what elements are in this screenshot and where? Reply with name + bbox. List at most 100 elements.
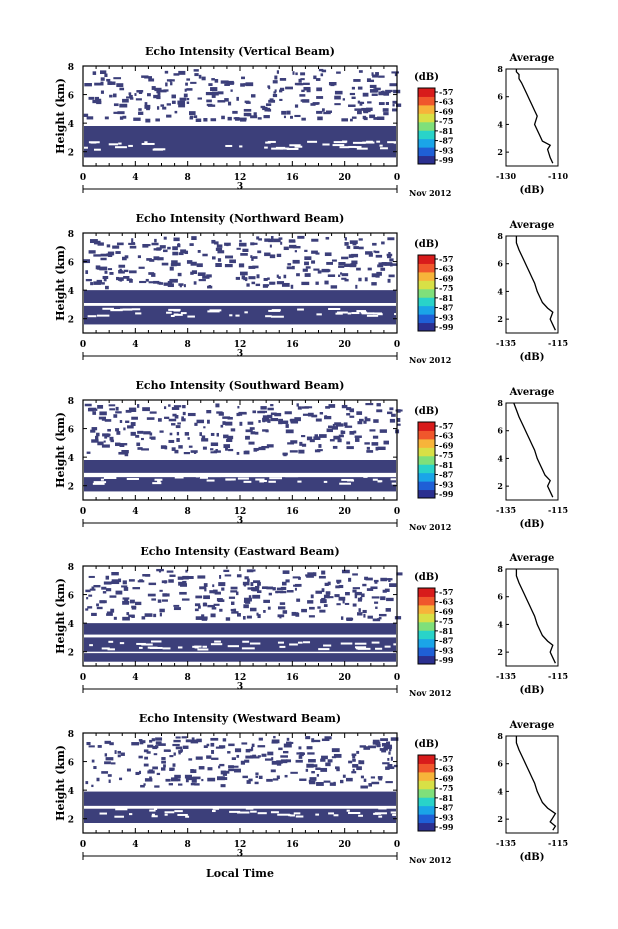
colorbar-segment bbox=[418, 647, 435, 657]
echo-cell bbox=[146, 751, 151, 754]
echo-cell bbox=[373, 117, 378, 120]
echo-cell bbox=[204, 587, 207, 592]
echo-cell bbox=[227, 435, 234, 440]
echo-cell bbox=[254, 585, 260, 589]
echo-cell bbox=[341, 404, 348, 409]
echo-cell bbox=[266, 444, 274, 448]
echo-cell bbox=[123, 427, 126, 431]
echo-cell bbox=[174, 110, 178, 114]
echo-cell bbox=[270, 404, 274, 407]
date-label: 3 bbox=[237, 682, 243, 692]
echo-cell bbox=[206, 409, 212, 414]
echo-cell bbox=[173, 752, 176, 756]
echo-cell bbox=[236, 96, 239, 101]
band-gap bbox=[295, 815, 304, 818]
echo-cell bbox=[243, 604, 249, 609]
echo-cell bbox=[363, 746, 371, 750]
echo-cell bbox=[350, 263, 357, 267]
echo-cell bbox=[176, 431, 180, 436]
echo-cell bbox=[219, 608, 223, 612]
echo-cell bbox=[345, 591, 350, 596]
echo-cell bbox=[386, 741, 391, 746]
echo-cell bbox=[101, 416, 106, 421]
band-gap bbox=[87, 315, 97, 318]
echo-cell bbox=[394, 72, 398, 77]
echo-cell bbox=[230, 89, 233, 92]
echo-cell bbox=[95, 435, 99, 440]
echo-cell bbox=[253, 112, 257, 117]
echo-cell bbox=[381, 749, 387, 753]
echo-cell bbox=[357, 597, 363, 602]
echo-cell bbox=[318, 68, 324, 72]
echo-cell bbox=[157, 257, 164, 261]
echo-cell bbox=[189, 111, 196, 116]
echo-cell bbox=[304, 256, 312, 261]
colorbar-segment bbox=[418, 588, 435, 597]
band-gap bbox=[371, 641, 380, 644]
echo-cell bbox=[115, 442, 121, 447]
echo-cell bbox=[294, 261, 300, 264]
band-gap bbox=[340, 642, 353, 645]
echo-cell bbox=[298, 449, 305, 454]
echo-cell bbox=[245, 435, 250, 440]
average-y-tick-label: 8 bbox=[497, 398, 503, 408]
echo-cell bbox=[270, 769, 276, 773]
echo-cell bbox=[290, 419, 299, 424]
echo-cell bbox=[252, 754, 257, 758]
colorbar-label: (dB) bbox=[414, 739, 439, 750]
echo-cell bbox=[238, 117, 247, 121]
echo-cell bbox=[352, 603, 357, 607]
echo-cell bbox=[117, 754, 121, 758]
echo-cell bbox=[180, 249, 187, 254]
band-gap bbox=[297, 308, 304, 311]
x-axis-label: Local Time bbox=[206, 867, 274, 880]
panel-title: Echo Intensity (Southward Beam) bbox=[136, 379, 345, 392]
echo-cell bbox=[194, 73, 199, 77]
echo-cell bbox=[104, 435, 108, 439]
echo-cell bbox=[144, 778, 153, 782]
echo-cell bbox=[383, 112, 389, 116]
echo-cell bbox=[300, 78, 305, 81]
band-gap bbox=[164, 811, 175, 814]
echo-cell bbox=[289, 244, 297, 249]
echo-cell bbox=[121, 449, 129, 454]
echo-cell bbox=[257, 755, 261, 758]
echo-cell bbox=[378, 75, 385, 78]
echo-cell bbox=[285, 424, 289, 428]
echo-cell bbox=[290, 590, 294, 593]
echo-cell bbox=[243, 112, 251, 117]
echo-cell bbox=[182, 745, 189, 749]
echo-cell bbox=[352, 768, 355, 772]
echo-cell bbox=[211, 607, 217, 610]
echo-cell bbox=[394, 616, 402, 620]
x-tick-label: 0 bbox=[394, 673, 400, 683]
echo-cell bbox=[248, 276, 256, 280]
colorbar-tick-label: -87 bbox=[439, 636, 453, 646]
echo-cell bbox=[262, 429, 269, 432]
echo-cell bbox=[121, 585, 128, 588]
echo-cell bbox=[201, 614, 205, 617]
echo-cell bbox=[389, 418, 396, 423]
echo-cell bbox=[160, 767, 166, 771]
echo-cell bbox=[261, 753, 267, 757]
band-gap bbox=[210, 643, 223, 646]
band-gap bbox=[366, 140, 373, 143]
echo-cell bbox=[207, 777, 216, 782]
echo-cell bbox=[109, 436, 114, 441]
echo-speckle bbox=[85, 568, 403, 622]
echo-cell bbox=[290, 115, 293, 119]
echo-cell bbox=[281, 282, 290, 287]
echo-cell bbox=[290, 771, 298, 774]
echo-cell bbox=[334, 95, 341, 100]
echo-cell bbox=[88, 594, 93, 597]
echo-cell bbox=[333, 753, 342, 758]
echo-cell bbox=[184, 88, 187, 92]
echo-cell bbox=[370, 586, 378, 590]
band-gap bbox=[83, 146, 88, 149]
echo-cell bbox=[190, 769, 194, 774]
echo-cell bbox=[229, 259, 236, 264]
echo-cell bbox=[264, 238, 271, 242]
echo-cell bbox=[217, 599, 225, 603]
echo-cell bbox=[310, 594, 314, 599]
